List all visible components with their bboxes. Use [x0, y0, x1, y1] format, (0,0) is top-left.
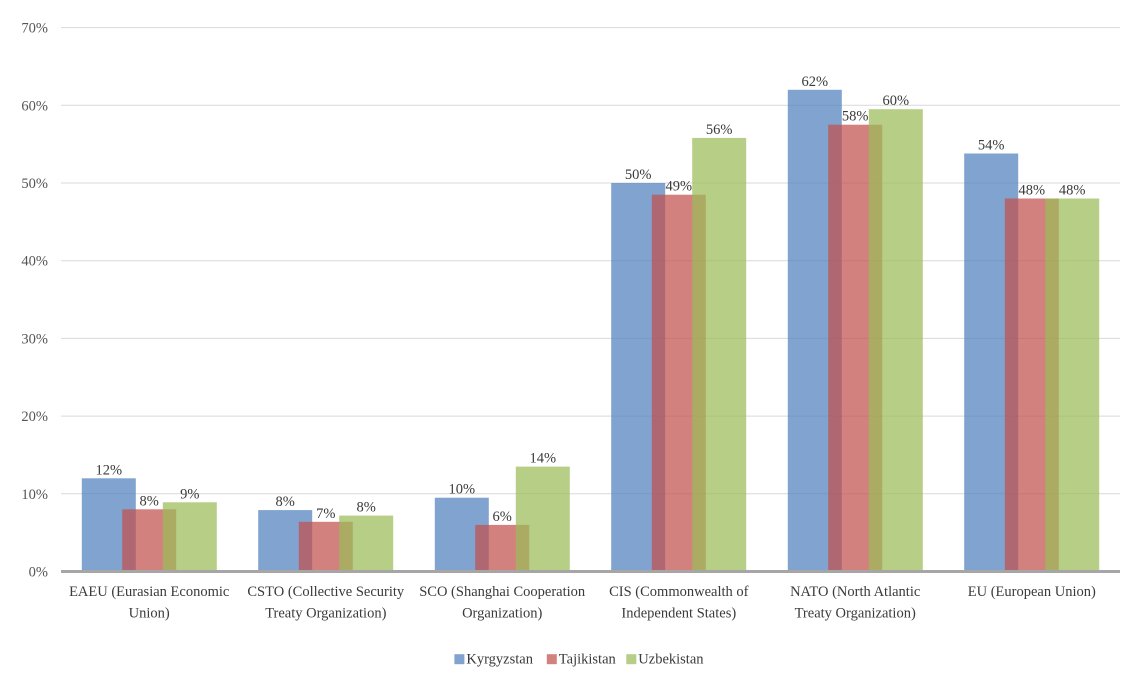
svg-text:30%: 30%	[21, 331, 48, 347]
svg-text:40%: 40%	[21, 254, 48, 270]
svg-text:Independent States): Independent States)	[621, 606, 736, 622]
svg-text:Tajikistan: Tajikistan	[559, 652, 617, 668]
svg-text:NATO (North Atlantic: NATO (North Atlantic	[790, 584, 920, 600]
svg-text:7%: 7%	[316, 506, 335, 522]
svg-text:50%: 50%	[21, 176, 48, 192]
svg-text:8%: 8%	[140, 493, 159, 509]
svg-text:58%: 58%	[842, 109, 869, 125]
svg-text:SCO (Shanghai Cooperation: SCO (Shanghai Cooperation	[419, 584, 586, 600]
svg-text:60%: 60%	[21, 98, 48, 114]
svg-text:10%: 10%	[449, 482, 476, 498]
svg-text:62%: 62%	[802, 74, 829, 90]
svg-text:6%: 6%	[493, 509, 512, 525]
svg-text:EAEU (Eurasian Economic: EAEU (Eurasian Economic	[69, 584, 229, 600]
svg-text:20%: 20%	[21, 409, 48, 425]
svg-text:Treaty Organization): Treaty Organization)	[265, 606, 386, 622]
svg-text:12%: 12%	[96, 462, 123, 478]
svg-text:8%: 8%	[276, 494, 295, 510]
svg-text:8%: 8%	[357, 500, 376, 516]
svg-text:14%: 14%	[530, 451, 557, 467]
svg-text:50%: 50%	[625, 167, 652, 183]
svg-text:9%: 9%	[180, 486, 199, 502]
svg-text:48%: 48%	[1019, 183, 1046, 199]
svg-text:0%: 0%	[29, 565, 48, 581]
svg-text:CSTO (Collective Security: CSTO (Collective Security	[247, 584, 405, 600]
svg-text:10%: 10%	[21, 487, 48, 503]
svg-text:49%: 49%	[666, 179, 693, 195]
svg-text:Uzbekistan: Uzbekistan	[638, 652, 704, 668]
svg-text:56%: 56%	[706, 122, 733, 138]
svg-text:70%: 70%	[21, 21, 48, 37]
svg-text:EU (European Union): EU (European Union)	[968, 584, 1096, 600]
svg-text:Treaty Organization): Treaty Organization)	[795, 606, 916, 622]
svg-text:60%: 60%	[883, 93, 910, 109]
svg-text:54%: 54%	[978, 138, 1005, 154]
svg-text:Union): Union)	[129, 606, 170, 622]
svg-text:48%: 48%	[1059, 183, 1086, 199]
svg-text:CIS (Commonwealth of: CIS (Commonwealth of	[609, 584, 749, 600]
svg-text:Organization): Organization)	[462, 606, 542, 622]
svg-text:Kyrgyzstan: Kyrgyzstan	[466, 652, 533, 668]
